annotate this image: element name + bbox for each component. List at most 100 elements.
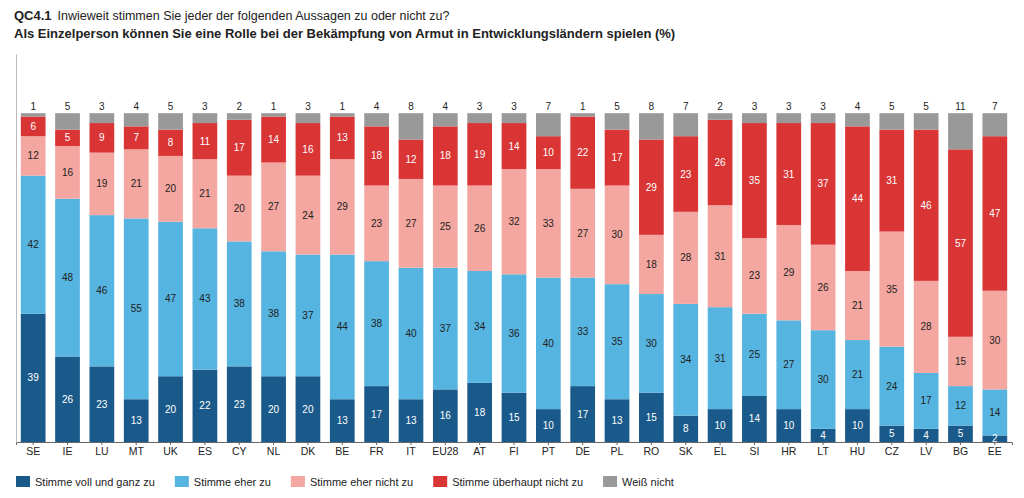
data-label: 19 (96, 178, 108, 189)
bar-segment (776, 225, 801, 320)
bar-segment (811, 245, 836, 330)
data-label: 26 (474, 223, 486, 234)
x-tick: IE (63, 442, 73, 457)
data-label: 37 (302, 310, 314, 321)
x-tick: LT (817, 442, 829, 457)
bar-segment (845, 409, 870, 442)
bar-segment (776, 320, 801, 409)
legend-item: Stimme voll und ganz zu (16, 476, 155, 488)
x-tick: BG (953, 442, 968, 457)
bar-segment (193, 228, 218, 369)
bar-segment (330, 159, 355, 254)
bar-segment (89, 113, 114, 123)
y-axis (16, 55, 17, 443)
data-label: 27 (268, 201, 280, 212)
bar-segment (948, 149, 973, 336)
bar-segment (776, 409, 801, 442)
data-label: 20 (302, 404, 314, 415)
bar-segment (570, 113, 595, 116)
bar-segment (227, 113, 252, 120)
data-label: 31 (715, 251, 727, 262)
data-label: 14 (749, 413, 761, 424)
data-label: 4 (443, 101, 449, 112)
data-label: 8 (168, 137, 174, 148)
bar-segment (89, 366, 114, 442)
chart: QC4.1Inwieweit stimmen Sie jeder der fol… (0, 0, 1024, 498)
bar-segment (399, 268, 424, 400)
x-tick: PT (542, 442, 556, 457)
data-label: 55 (131, 303, 143, 314)
legend-swatch (603, 476, 617, 487)
x-tick: MT (129, 442, 145, 457)
data-label: 22 (199, 400, 211, 411)
data-label: 14 (989, 407, 1001, 418)
bar-segment (399, 139, 424, 178)
bar-segment (811, 113, 836, 123)
bar-segment (399, 399, 424, 442)
bar-segment (227, 366, 252, 442)
legend-label: Weiß nicht (622, 476, 674, 488)
x-tick-label: AT (473, 445, 486, 457)
x-tick-label: PT (542, 445, 556, 457)
bar-segment (639, 235, 664, 294)
bar-segment (639, 113, 664, 139)
bar-segment (467, 186, 492, 271)
bar-segment (261, 113, 286, 116)
x-tick: HU (850, 442, 865, 457)
data-label: 28 (921, 321, 933, 332)
x-tick-label: SE (26, 445, 40, 457)
bar-segment (673, 136, 698, 212)
data-label: 35 (749, 175, 761, 186)
bar-segment (948, 113, 973, 149)
data-label: 11 (955, 101, 966, 112)
bar-segment (89, 123, 114, 153)
bar-segment (536, 409, 561, 442)
subtitle: Als Einzelperson können Sie eine Rolle b… (14, 26, 675, 41)
x-tick-label: EL (714, 445, 727, 457)
data-label: 31 (783, 169, 795, 180)
bar-segment (708, 307, 733, 409)
data-label: 13 (337, 132, 349, 143)
bar-segment (193, 159, 218, 228)
data-label: 8 (683, 423, 689, 434)
x-tick: PL (611, 442, 624, 457)
x-tick: RO (644, 442, 660, 457)
data-label: 22 (577, 147, 589, 158)
data-label: 38 (268, 308, 280, 319)
bar-segment (845, 113, 870, 126)
x-tick-label: LU (95, 445, 108, 457)
bar-segment (605, 399, 630, 442)
data-label: 9 (99, 132, 105, 143)
data-label: 30 (989, 335, 1001, 346)
data-label: 40 (543, 338, 555, 349)
data-label: 5 (65, 132, 71, 143)
data-label: 4 (133, 101, 139, 112)
data-label: 25 (440, 221, 452, 232)
data-label: 3 (305, 101, 311, 112)
data-label: 5 (65, 101, 71, 112)
bar-segment (55, 357, 80, 442)
data-label: 4 (820, 430, 826, 441)
data-label: 16 (62, 167, 74, 178)
bar-segment (502, 169, 527, 274)
data-label: 42 (28, 239, 40, 250)
bar-segment (296, 113, 321, 123)
x-tick-label: FI (509, 445, 518, 457)
x-tick: BE (335, 442, 349, 457)
legend: Stimme voll und ganz zuStimme eher zuSti… (16, 476, 674, 488)
bar-segment (570, 116, 595, 188)
bar-segment (296, 376, 321, 442)
bar-segment (502, 393, 527, 442)
x-tick: AT (473, 442, 486, 457)
bar-segment (879, 426, 904, 442)
data-label: 47 (165, 293, 177, 304)
data-label: 1 (580, 101, 586, 112)
data-label: 3 (511, 101, 517, 112)
bar-segment (914, 130, 939, 281)
bar-segment (21, 116, 46, 136)
data-label: 14 (268, 134, 280, 145)
data-label: 15 (508, 412, 520, 423)
data-label: 21 (852, 369, 864, 380)
data-label: 29 (646, 182, 658, 193)
x-tick: SE (26, 442, 40, 457)
